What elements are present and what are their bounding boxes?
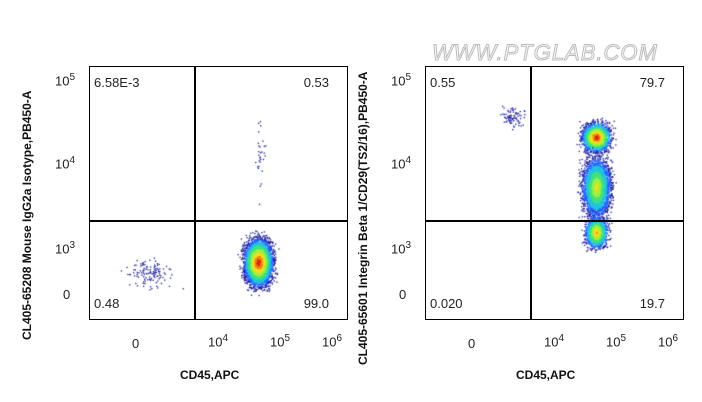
- plot-right: 0.55 79.7 0.020 19.7: [425, 66, 684, 320]
- quadrant-ul: 0.55: [430, 75, 456, 90]
- x-axis-label-left: CD45,APC: [180, 368, 240, 382]
- y-tick-1e3-right: 103: [391, 240, 412, 257]
- y-tick-1e5-right: 105: [391, 72, 412, 89]
- y-tick-1e4-right: 104: [391, 155, 412, 172]
- y-tick-0-right: 0: [399, 287, 407, 302]
- x-tick-1e5-right: 105: [606, 333, 627, 350]
- y-axis-label-left: CL405-65208 Mouse IgG2a Isotype,PB450-A: [20, 90, 34, 340]
- quadrant-ur: 0.53: [303, 75, 329, 90]
- watermark: WWW.PTGLAB.COM: [432, 40, 658, 66]
- y-axis-label-right: CL405-65601 Integrin Beta 1/CD29(TS2/16)…: [356, 71, 370, 365]
- x-tick-1e4-left: 104: [208, 333, 229, 350]
- quadrant-ur: 79.7: [639, 75, 665, 90]
- x-tick-1e6-right: 106: [658, 333, 679, 350]
- quadrant-lr: 19.7: [639, 296, 665, 311]
- y-tick-0-left: 0: [63, 287, 71, 302]
- quadrant-lr: 99.0: [303, 296, 329, 311]
- y-tick-1e3-left: 103: [55, 240, 76, 257]
- y-tick-1e5-left: 105: [55, 72, 76, 89]
- y-tick-1e4-left: 104: [55, 155, 76, 172]
- quadrant-ul: 6.58E-3: [94, 75, 140, 90]
- x-tick-1e5-left: 105: [270, 333, 291, 350]
- quadrant-ll: 0.020: [430, 296, 463, 311]
- x-tick-0-left: 0: [132, 336, 140, 351]
- x-tick-1e6-left: 106: [322, 333, 343, 350]
- x-tick-0-right: 0: [468, 336, 476, 351]
- x-tick-1e4-right: 104: [544, 333, 565, 350]
- plot-left: 6.58E-3 0.53 0.48 99.0: [89, 66, 348, 320]
- quadrant-ll: 0.48: [94, 296, 120, 311]
- x-axis-label-right: CD45,APC: [516, 368, 576, 382]
